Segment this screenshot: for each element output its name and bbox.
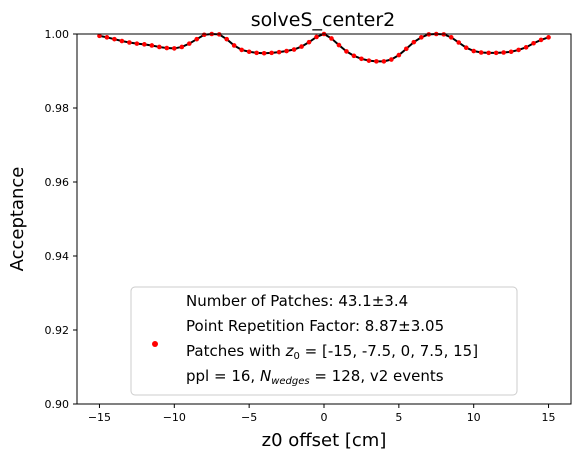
data-point — [157, 44, 162, 50]
data-point — [306, 39, 312, 45]
legend-line-3-suffix: = [-15, -7.5, 0, 7.5, 15] — [300, 342, 478, 360]
data-point — [381, 59, 387, 64]
data-point — [538, 37, 544, 43]
data-point — [471, 48, 477, 54]
legend-line-4: ppl = 16, Nwedges = 128, v2 events — [186, 367, 444, 387]
data-point — [127, 40, 132, 45]
legend: Number of Patches: 43.1±3.4 Point Repeti… — [130, 286, 518, 396]
data-point — [493, 50, 499, 56]
data-point — [456, 40, 462, 45]
legend-marker — [152, 341, 158, 347]
data-point — [97, 33, 102, 39]
data-point — [201, 32, 207, 38]
legend-line-1: Number of Patches: 43.1±3.4 — [186, 292, 408, 310]
data-point — [374, 59, 379, 64]
data-point — [366, 58, 372, 63]
data-point — [231, 43, 237, 48]
x-tick-label: −15 — [88, 411, 111, 424]
legend-box — [130, 286, 518, 396]
legend-line-3: Patches with z0 = [-15, -7.5, 0, 7.5, 15… — [186, 342, 478, 362]
data-point — [463, 45, 469, 50]
data-point — [291, 47, 297, 52]
data-point — [186, 41, 192, 46]
series-point-layer — [97, 31, 551, 64]
data-point — [254, 50, 259, 56]
y-axis-ticks: 0.90 0.92 0.94 0.96 0.98 1.00 — [45, 28, 77, 411]
y-tick-label: 0.96 — [45, 176, 70, 189]
data-point — [351, 53, 357, 59]
x-axis-ticks: −15 −10 −5 0 5 10 15 — [88, 404, 556, 424]
legend-line-4-subscript: wedges — [271, 376, 309, 387]
data-point — [164, 45, 170, 51]
data-point — [329, 36, 334, 41]
y-tick-label: 0.90 — [45, 398, 70, 411]
data-point — [299, 44, 304, 49]
x-tick-label: 15 — [542, 411, 556, 424]
data-point — [531, 40, 536, 46]
data-point — [314, 34, 319, 40]
data-point — [523, 45, 529, 50]
chart-title: solveS_center2 — [251, 9, 396, 31]
data-point — [239, 47, 244, 53]
data-point — [172, 46, 177, 51]
legend-line-4-prefix: ppl = 16, — [186, 367, 260, 385]
data-point — [112, 36, 117, 42]
data-point — [261, 50, 267, 56]
data-point — [284, 48, 289, 54]
data-point — [419, 35, 424, 40]
x-axis-title: z0 offset [cm] — [262, 430, 387, 451]
data-point — [546, 35, 551, 40]
legend-line-3-subscript: 0 — [293, 351, 299, 362]
data-point — [396, 52, 402, 58]
legend-line-4-suffix: = 128, v2 events — [310, 367, 444, 385]
data-point — [269, 50, 274, 56]
data-point — [389, 57, 394, 62]
y-tick-label: 1.00 — [45, 28, 70, 41]
data-point — [336, 42, 342, 48]
x-tick-label: 10 — [467, 411, 481, 424]
legend-line-3-prefix: Patches with — [186, 342, 286, 360]
legend-line-2: Point Repetition Factor: 8.87±3.05 — [186, 317, 444, 335]
data-point — [508, 49, 514, 55]
data-point — [411, 39, 417, 45]
data-point — [404, 46, 409, 52]
data-point — [119, 38, 125, 44]
x-tick-label: −10 — [163, 411, 186, 424]
data-point — [104, 35, 110, 40]
data-point — [448, 35, 454, 40]
data-point — [142, 42, 147, 47]
data-point — [478, 50, 484, 55]
y-axis-title: Acceptance — [7, 167, 28, 272]
data-point — [344, 49, 349, 54]
data-point — [179, 44, 185, 50]
y-tick-label: 0.92 — [45, 324, 70, 337]
x-tick-label: −5 — [241, 411, 257, 424]
data-point — [224, 36, 229, 42]
legend-line-3-variable: z — [285, 342, 295, 360]
y-tick-label: 0.98 — [45, 102, 70, 115]
data-point — [194, 36, 200, 42]
data-point — [359, 56, 364, 62]
y-tick-label: 0.94 — [45, 250, 70, 263]
x-tick-label: 0 — [321, 411, 328, 424]
data-point — [516, 47, 521, 53]
data-point — [276, 49, 282, 55]
data-point — [246, 49, 252, 55]
x-tick-label: 5 — [395, 411, 402, 424]
data-point — [486, 50, 491, 56]
legend-line-4-variable: N — [260, 367, 271, 385]
data-point — [134, 41, 140, 46]
data-point — [501, 50, 506, 55]
data-point — [149, 43, 155, 48]
